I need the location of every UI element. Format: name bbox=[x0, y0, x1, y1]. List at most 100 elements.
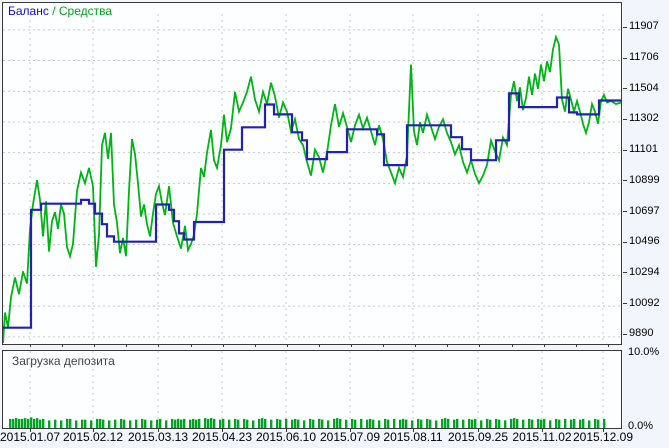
deposit-load-bar bbox=[429, 419, 432, 428]
y-axis-label: 9890 bbox=[629, 327, 654, 340]
deposit-load-bar bbox=[222, 418, 225, 428]
y-axis-tick bbox=[623, 26, 627, 28]
deposit-load-bar bbox=[387, 419, 390, 428]
x-axis-tick bbox=[30, 428, 31, 432]
deposit-load-bar bbox=[378, 420, 381, 428]
y-axis-label: 10697 bbox=[629, 204, 660, 217]
y-axis-label: 10496 bbox=[629, 235, 660, 248]
mid-axis-tick bbox=[223, 344, 224, 347]
deposit-load-bar bbox=[444, 418, 447, 428]
deposit-load-panel: Загрузка депозита bbox=[2, 350, 622, 429]
deposit-load-bar bbox=[135, 419, 138, 428]
deposit-load-bar bbox=[294, 418, 297, 428]
y-axis-tick bbox=[623, 88, 627, 90]
deposit-load-title: Загрузка депозита bbox=[12, 354, 115, 368]
y-axis-tick bbox=[623, 180, 627, 182]
deposit-load-bar bbox=[54, 419, 57, 428]
mid-axis-tick bbox=[351, 344, 352, 347]
mid-axis-tick bbox=[512, 344, 513, 347]
y-axis-tick bbox=[623, 303, 627, 305]
mid-axis-tick bbox=[415, 344, 416, 347]
x-axis-label: 2015.06.10 bbox=[255, 430, 317, 444]
x-axis-label: 2015.07.09 bbox=[319, 430, 381, 444]
deposit-load-bar bbox=[207, 418, 210, 428]
mid-axis-tick bbox=[287, 344, 288, 347]
deposit-load-bar bbox=[528, 418, 531, 428]
mid-axis-tick bbox=[94, 344, 95, 347]
y-axis-label: 11907 bbox=[629, 20, 659, 33]
deposit-load-bar bbox=[384, 418, 387, 428]
deposit-load-bar bbox=[516, 418, 519, 428]
deposit-load-bar bbox=[498, 419, 501, 428]
deposit-load-bar bbox=[333, 418, 336, 428]
deposit-load-bar bbox=[75, 420, 78, 428]
deposit-load-bar bbox=[234, 418, 237, 428]
deposit-load-bar bbox=[213, 418, 216, 428]
deposit-load-bar bbox=[159, 418, 162, 428]
deposit-load-bar bbox=[336, 418, 339, 428]
deposit-load-bar bbox=[402, 418, 405, 428]
x-axis-label: 2015.04.23 bbox=[191, 430, 253, 444]
deposit-load-bar bbox=[48, 420, 51, 428]
deposit-load-bar bbox=[84, 419, 87, 428]
deposit-load-bar bbox=[189, 419, 192, 428]
deposit-load-bar bbox=[603, 418, 606, 428]
deposit-load-bar bbox=[588, 420, 591, 428]
deposit-load-bar bbox=[276, 418, 279, 428]
deposit-load-bar bbox=[453, 419, 456, 428]
x-axis-tick bbox=[158, 428, 159, 432]
deposit-load-bar bbox=[297, 419, 300, 428]
y-axis-tick bbox=[623, 211, 627, 213]
deposit-load-bar bbox=[393, 418, 396, 428]
mid-axis-tick bbox=[479, 344, 480, 347]
x-axis-label: 2015.08.11 bbox=[383, 430, 443, 444]
deposit-load-bar bbox=[102, 419, 105, 428]
deposit-load-bar bbox=[195, 419, 198, 428]
deposit-load-bar bbox=[399, 419, 402, 428]
deposit-load-bar bbox=[183, 418, 186, 428]
deposit-load-bar bbox=[210, 418, 213, 428]
legend-equity-label: Средства bbox=[58, 4, 113, 18]
deposit-load-bar bbox=[12, 418, 15, 428]
deposit-load-bar bbox=[60, 420, 63, 428]
deposit-load-bar bbox=[372, 419, 375, 428]
deposit-load-bar bbox=[69, 418, 72, 428]
mid-axis-tick bbox=[319, 344, 320, 347]
x-axis-label: 2015.12.09 bbox=[572, 430, 634, 444]
legend-separator: / bbox=[48, 4, 59, 18]
deposit-load-bar bbox=[582, 418, 585, 428]
mid-axis-tick bbox=[576, 344, 577, 347]
deposit-load-bar bbox=[36, 418, 39, 428]
mid-axis-tick bbox=[126, 344, 127, 347]
x-axis-label: 2015.09.25 bbox=[447, 430, 509, 444]
mid-axis-tick bbox=[62, 344, 63, 347]
deposit-load-bar bbox=[204, 418, 207, 428]
deposit-load-bar bbox=[558, 419, 561, 428]
deposit-load-bar bbox=[192, 418, 195, 428]
y-axis-label: 10899 bbox=[629, 173, 660, 186]
deposit-load-bar bbox=[531, 419, 534, 428]
y-axis-label: 11504 bbox=[629, 81, 659, 94]
deposit-load-bar bbox=[351, 418, 354, 428]
deposit-load-bar bbox=[447, 418, 450, 428]
deposit-load-bar bbox=[312, 419, 315, 428]
deposit-load-bar bbox=[549, 420, 552, 428]
mid-axis-tick bbox=[608, 344, 609, 347]
deposit-load-bar bbox=[141, 418, 144, 428]
deposit-load-bar bbox=[471, 419, 474, 428]
deposit-load-bar bbox=[354, 419, 357, 428]
deposit-load-bar bbox=[9, 418, 12, 428]
deposit-load-bar bbox=[474, 418, 477, 428]
deposit-load-bar bbox=[456, 418, 459, 428]
deposit-load-bar bbox=[258, 418, 261, 428]
deposit-load-bar bbox=[114, 419, 117, 428]
legend-balance-label: Баланс bbox=[8, 4, 49, 18]
deposit-load-bar bbox=[150, 420, 153, 428]
deposit-load-bar bbox=[171, 418, 174, 428]
deposit-load-bar bbox=[543, 418, 546, 428]
x-axis-tick bbox=[603, 428, 604, 432]
deposit-load-bar bbox=[96, 418, 99, 428]
deposit-load-bar bbox=[345, 419, 348, 428]
deposit-load-bar bbox=[594, 418, 597, 428]
